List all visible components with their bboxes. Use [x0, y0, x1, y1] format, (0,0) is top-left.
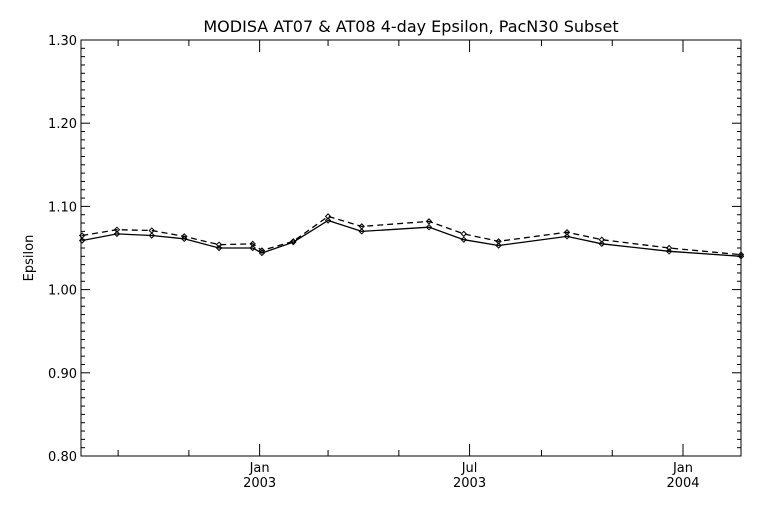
data-point-marker — [78, 232, 86, 239]
y-tick-label: 1.00 — [48, 284, 77, 299]
x-tick-label-month: Jan — [672, 461, 693, 476]
x-tick-label-year: 2004 — [666, 476, 699, 491]
data-point-marker — [425, 218, 433, 225]
data-point-marker — [258, 249, 266, 257]
series-line-solid — [82, 219, 742, 257]
data-point-marker — [258, 247, 266, 254]
y-tick-label: 1.20 — [48, 117, 77, 132]
data-point-marker — [215, 241, 223, 248]
data-point-marker — [737, 251, 745, 258]
data-point-marker — [358, 223, 365, 230]
x-tick-label-month: Jul — [461, 461, 478, 476]
x-tick-label-year: 2003 — [453, 476, 486, 491]
y-axis-ticks: 0.80 0.90 1.00 1.10 1.20 1.30 — [48, 34, 741, 465]
data-point-marker — [460, 230, 467, 238]
data-point-marker — [665, 244, 673, 252]
data-point-marker — [495, 242, 502, 249]
data-point-marker — [324, 213, 332, 220]
series-line-dashed — [82, 215, 742, 256]
y-tick-label: 0.90 — [48, 367, 77, 382]
data-point-marker — [425, 223, 433, 231]
data-point-marker — [78, 237, 86, 244]
data-point-marker — [113, 230, 121, 238]
data-series — [78, 213, 745, 260]
data-point-marker — [324, 217, 332, 224]
data-point-marker — [290, 238, 297, 245]
x-tick-label-month: Jan — [249, 461, 270, 476]
data-point-marker — [249, 244, 256, 252]
data-point-marker — [181, 233, 188, 240]
chart-title: MODISA AT07 & AT08 4-day Epsilon, PacN30… — [203, 17, 618, 36]
data-point-marker — [215, 244, 223, 252]
data-point-marker — [563, 228, 571, 236]
data-point-marker — [358, 228, 365, 235]
y-tick-label: 1.10 — [48, 200, 77, 215]
data-point-marker — [148, 227, 155, 234]
data-point-marker — [460, 236, 467, 243]
x-tick-label-year: 2003 — [243, 476, 276, 491]
data-point-marker — [181, 235, 188, 243]
data-point-marker — [249, 240, 256, 248]
data-point-marker — [563, 233, 571, 240]
data-point-marker — [598, 236, 606, 243]
y-tick-label: 1.30 — [48, 34, 77, 49]
data-point-marker — [113, 226, 121, 233]
data-point-marker — [598, 240, 606, 248]
data-point-marker — [148, 232, 155, 239]
data-point-marker — [495, 238, 502, 245]
data-point-marker — [665, 248, 673, 255]
y-axis-label: Epsilon — [22, 235, 37, 282]
y-tick-label: 0.80 — [48, 450, 77, 465]
